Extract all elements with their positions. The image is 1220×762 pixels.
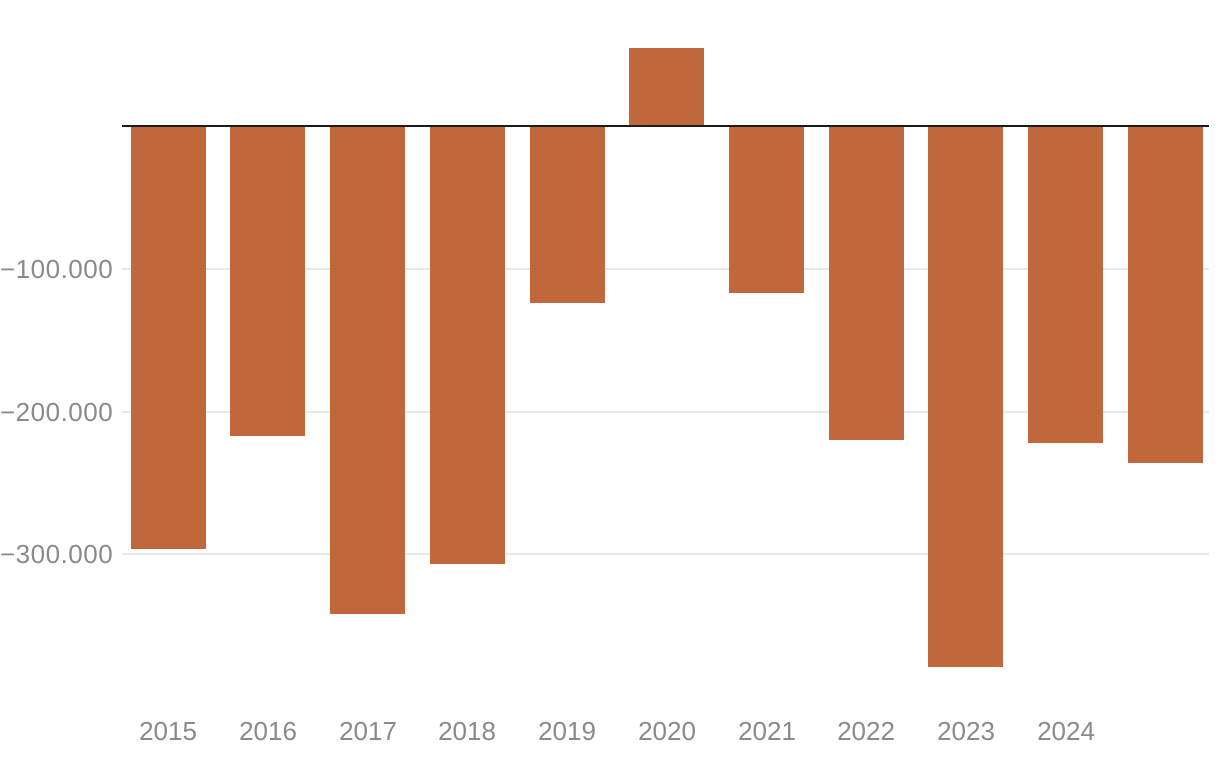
bar-2024 xyxy=(1028,126,1103,444)
x-tick-label: 2017 xyxy=(339,716,397,746)
y-tick-label: −100.000 xyxy=(0,253,114,284)
bar-2020 xyxy=(629,47,704,127)
bar-2023 xyxy=(928,126,1003,668)
x-tick-label: 2024 xyxy=(1037,716,1095,746)
bar-2018 xyxy=(430,126,505,565)
x-tick-label: 2019 xyxy=(538,716,596,746)
bar-2016 xyxy=(230,126,305,436)
y-tick-label: −300.000 xyxy=(0,539,114,570)
x-tick-label: 2016 xyxy=(239,716,297,746)
bar-2022 xyxy=(829,126,904,441)
x-tick-label: 2021 xyxy=(738,716,796,746)
x-tick-label: 2018 xyxy=(438,716,496,746)
zero-line xyxy=(122,125,1209,128)
bar-unlabeled xyxy=(1128,126,1203,464)
y-tick-label: −200.000 xyxy=(0,396,114,427)
gridline xyxy=(122,267,1209,270)
gridline xyxy=(122,410,1209,413)
bar-2017 xyxy=(330,126,405,615)
x-tick-label: 2020 xyxy=(638,716,696,746)
bar-2015 xyxy=(131,126,206,549)
gridline xyxy=(122,553,1209,556)
bar-2019 xyxy=(530,126,605,304)
x-tick-label: 2015 xyxy=(139,716,197,746)
x-tick-label: 2022 xyxy=(837,716,895,746)
x-tick-label: 2023 xyxy=(937,716,995,746)
bar-2021 xyxy=(729,126,804,294)
